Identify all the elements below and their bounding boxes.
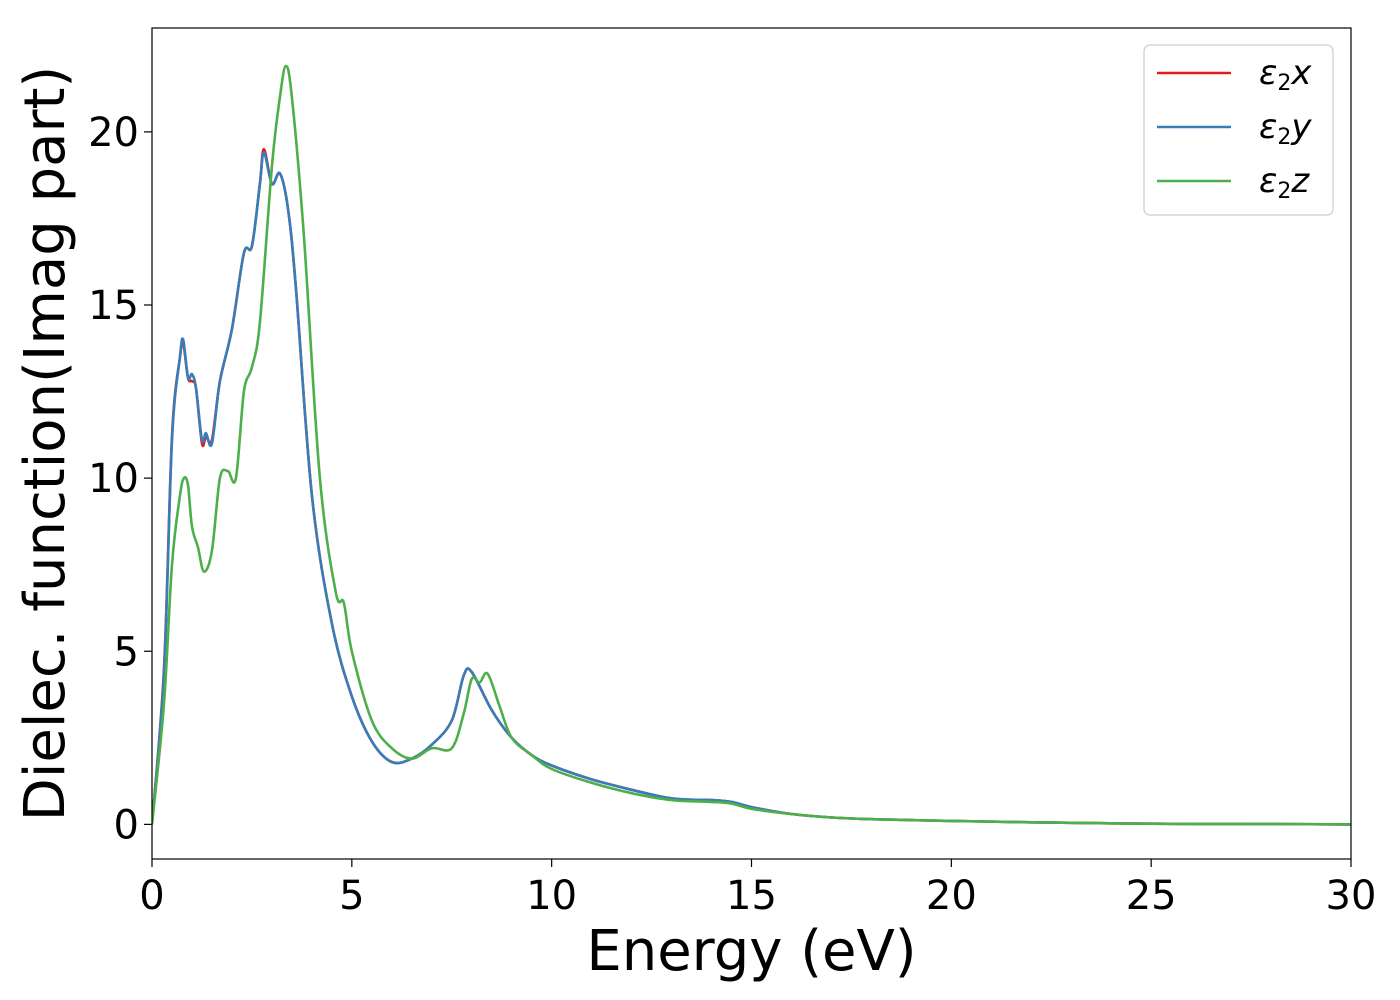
x-tick-label: 0: [139, 873, 164, 919]
x-tick-label: 30: [1326, 873, 1377, 919]
x-tick-label: 15: [726, 873, 777, 919]
x-tick-label: 20: [926, 873, 977, 919]
series-lines: [152, 64, 1351, 826]
legend-box: [1143, 44, 1334, 216]
legend-label: ε2y: [1259, 107, 1312, 150]
legend-label: ε2z: [1259, 161, 1310, 204]
y-tick-label: 0: [114, 802, 139, 848]
legend: ε2x ε2y ε2z: [1143, 44, 1334, 216]
x-tick-label: 5: [339, 873, 364, 919]
x-axis-title: Energy (eV): [586, 919, 916, 984]
y-tick-label: 15: [88, 283, 139, 329]
x-axis-ticks: 0 5 10 15 20 25 30: [139, 859, 1376, 919]
legend-label: ε2x: [1259, 53, 1312, 96]
series-line-z: [152, 64, 1351, 826]
y-tick-label: 20: [88, 110, 139, 156]
series-line-x: [152, 147, 1351, 826]
x-tick-label: 10: [526, 873, 577, 919]
y-tick-label: 5: [114, 629, 139, 675]
y-axis-ticks: 0 5 10 15 20: [88, 110, 152, 848]
y-axis-title: Dielec. function(Imag part): [13, 66, 78, 822]
series-line-y: [152, 151, 1351, 826]
y-tick-label: 10: [88, 456, 139, 502]
x-tick-label: 25: [1126, 873, 1177, 919]
